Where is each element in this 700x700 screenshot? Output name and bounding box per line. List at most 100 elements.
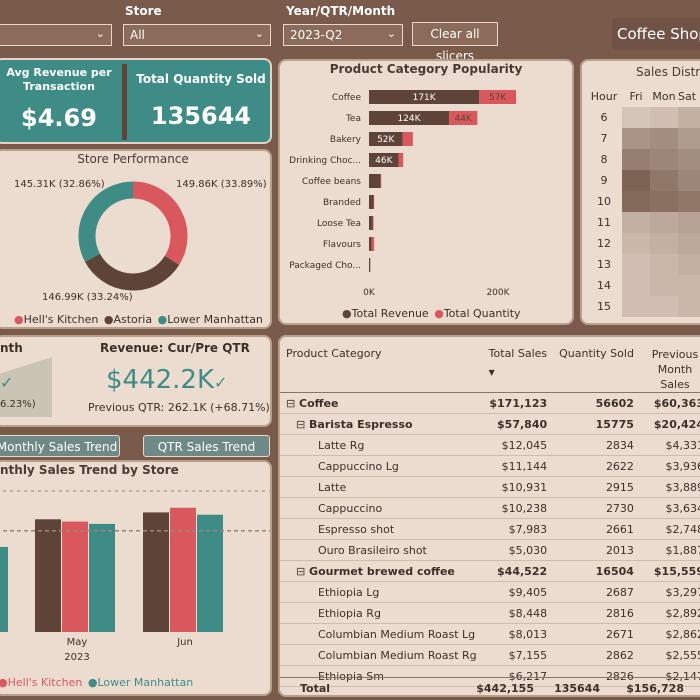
collapse-icon[interactable]: ⊟ (296, 417, 310, 431)
revenue-bar[interactable] (369, 153, 399, 167)
trend-bar[interactable] (170, 507, 196, 632)
col-header-quantity[interactable]: Quantity Sold (559, 347, 634, 360)
row-category: Columbian Medium Roast Lg (280, 623, 483, 645)
heatmap-cell[interactable] (678, 233, 700, 254)
col-header-total-sales[interactable]: Total Sales ▼ (483, 343, 553, 393)
heatmap-cell[interactable] (678, 275, 700, 296)
revenue-bar[interactable] (369, 216, 373, 230)
col-header-category[interactable]: Product Category (286, 347, 382, 360)
table-row[interactable]: Columbian Medium Roast Lg $8,013 2671 $2,86… (280, 623, 700, 645)
quantity-bar[interactable] (372, 216, 374, 230)
table-row[interactable]: ⊟ Coffee $171,123 56602 $60,363 (280, 392, 700, 414)
heatmap-cell[interactable] (622, 149, 650, 170)
heatmap-cell[interactable] (650, 296, 678, 317)
table-row[interactable]: ⊟ Gourmet brewed coffee $44,522 16504 $15,5… (280, 560, 700, 582)
period-slicer-value: 2023-Q2 (290, 28, 343, 42)
heatmap-cell[interactable] (622, 128, 650, 149)
heatmap-cell[interactable] (650, 107, 678, 128)
trend-bar[interactable] (143, 512, 169, 632)
heatmap-cell[interactable] (622, 212, 650, 233)
monthly-trend-button[interactable]: Monthly Sales Trend (0, 435, 120, 457)
collapse-icon[interactable]: ⊟ (286, 396, 300, 410)
heatmap-cell[interactable] (622, 191, 650, 212)
donut-slice-lower-manhattan[interactable] (78, 181, 134, 262)
trend-month-may: May (67, 637, 88, 648)
row-total-sales: $44,522 (482, 560, 554, 582)
heatmap-cell[interactable] (678, 296, 700, 317)
heatmap-cell[interactable] (678, 254, 700, 275)
heatmap-cell[interactable] (622, 170, 650, 191)
revenue-bar[interactable] (369, 111, 449, 125)
quantity-bar[interactable] (371, 237, 375, 251)
trend-bar[interactable] (197, 514, 223, 632)
heatmap-cell[interactable] (622, 275, 650, 296)
col-header-previous[interactable]: Previous Month Sales (651, 348, 699, 391)
quantity-bar[interactable] (380, 174, 382, 188)
row-quantity: 2661 (553, 518, 640, 540)
revenue-bar[interactable] (369, 132, 403, 146)
heatmap-cell[interactable] (678, 107, 700, 128)
heatmap-cell[interactable] (622, 296, 650, 317)
heatmap-cell[interactable] (650, 275, 678, 296)
category-label: Drinking Choc... (289, 156, 361, 166)
heatmap-cell[interactable] (678, 170, 700, 191)
store-slicer[interactable]: All ⌄ (123, 24, 271, 46)
quantity-bar[interactable] (373, 195, 375, 209)
quantity-bar[interactable] (479, 90, 517, 104)
heatmap-cell[interactable] (622, 254, 650, 275)
heatmap-cell[interactable] (650, 170, 678, 191)
total-sales: $442,155 (476, 682, 534, 695)
qtr-trend-button[interactable]: QTR Sales Trend (143, 435, 270, 457)
quantity-bar[interactable] (398, 153, 404, 167)
row-quantity: 15775 (553, 413, 640, 435)
table-row[interactable]: ⊟ Barista Espresso $57,840 15775 $20,424 (280, 413, 700, 435)
heatmap-cell[interactable] (622, 107, 650, 128)
row-previous-sales: $2,862 (639, 623, 700, 645)
heatmap-hour-label: 15 (597, 300, 611, 313)
heatmap-cell[interactable] (650, 212, 678, 233)
trend-bar-partial[interactable] (0, 546, 8, 632)
trend-bar[interactable] (89, 523, 115, 632)
revenue-bar[interactable] (369, 258, 371, 272)
table-row[interactable]: Columbian Medium Roast Rg $7,155 2862 $2,55… (280, 644, 700, 666)
revenue-bar[interactable] (369, 237, 372, 251)
trend-bar[interactable] (62, 521, 88, 632)
revenue-bar[interactable] (369, 90, 480, 104)
heatmap-cell[interactable] (650, 149, 678, 170)
trend-bar[interactable] (35, 519, 61, 632)
heatmap-cell[interactable] (650, 191, 678, 212)
kpi-avg-revenue-value: $4.69 (21, 104, 97, 132)
partial-slicer[interactable]: ⌄ (0, 24, 112, 46)
heatmap-cell[interactable] (678, 212, 700, 233)
row-previous-sales: $60,363 (639, 392, 700, 414)
heatmap-cell[interactable] (678, 149, 700, 170)
revenue-bar[interactable] (369, 195, 374, 209)
heatmap-cell[interactable] (678, 191, 700, 212)
quantity-bar[interactable] (402, 132, 413, 146)
chevron-down-icon: ⌄ (386, 27, 396, 40)
clear-slicers-button[interactable]: Clear all slicers (412, 22, 498, 63)
heatmap-cell[interactable] (622, 233, 650, 254)
heatmap-cell[interactable] (650, 128, 678, 149)
row-quantity: 56602 (553, 392, 640, 414)
category-label: Loose Tea (317, 219, 361, 229)
quantity-bar[interactable] (448, 111, 478, 125)
row-category-name: Espresso shot (318, 522, 395, 536)
donut-slice-hells-kitchen[interactable] (132, 181, 188, 265)
heatmap-cell[interactable] (650, 233, 678, 254)
collapse-icon[interactable]: ⊟ (296, 564, 310, 578)
heatmap-cell[interactable] (650, 254, 678, 275)
revenue-bar[interactable] (369, 174, 381, 188)
period-slicer[interactable]: 2023-Q2 ⌄ (283, 24, 403, 46)
donut-slice-astoria[interactable] (85, 253, 180, 291)
heatmap-cell[interactable] (678, 128, 700, 149)
